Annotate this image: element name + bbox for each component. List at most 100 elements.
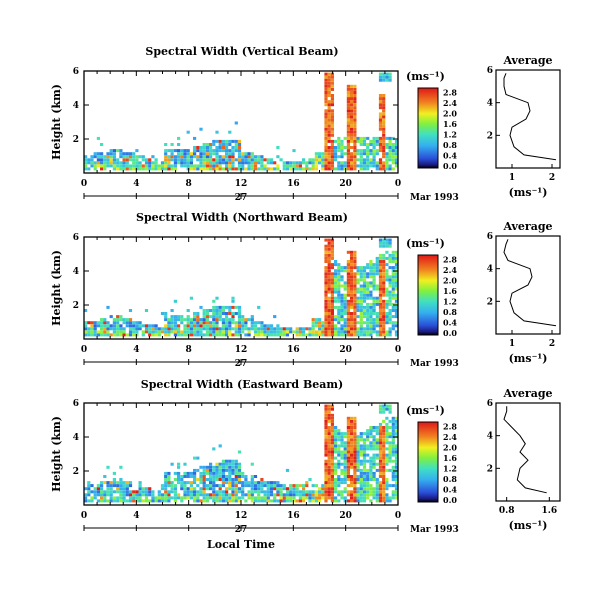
heatmap-cell xyxy=(93,167,97,171)
heatmap-cell xyxy=(350,429,354,433)
heatmap-cell xyxy=(369,321,373,325)
heatmap-cell xyxy=(186,481,190,485)
y-tick-label: 2 xyxy=(73,135,79,145)
heatmap-cell xyxy=(372,161,376,165)
heatmap-cell xyxy=(228,330,232,334)
heatmap-cell xyxy=(135,499,139,503)
heatmap-cell xyxy=(356,444,360,448)
profile-y-tick-label: 4 xyxy=(487,99,493,109)
heatmap-cell xyxy=(321,155,325,159)
heatmap-cell xyxy=(276,490,280,494)
heatmap-cell xyxy=(340,146,344,149)
heatmap-cell xyxy=(311,321,315,325)
heatmap-cell xyxy=(362,459,367,463)
heatmap-cell xyxy=(346,94,350,97)
heatmap-cell xyxy=(183,324,187,328)
heatmap-cell xyxy=(330,438,334,442)
heatmap-cell xyxy=(330,413,334,417)
heatmap-cell xyxy=(327,100,331,104)
heatmap-cell xyxy=(135,149,139,153)
heatmap-cell xyxy=(324,256,328,260)
heatmap-cell xyxy=(253,499,258,503)
heatmap-cell xyxy=(343,293,347,297)
heatmap-cell xyxy=(324,312,328,315)
heatmap-cell xyxy=(157,490,161,494)
heatmap-cell xyxy=(218,143,222,146)
heatmap-cell xyxy=(119,478,123,481)
heatmap-cell xyxy=(116,158,120,162)
heatmap-cell xyxy=(186,487,190,491)
heatmap-cell xyxy=(269,324,274,328)
heatmap-cell xyxy=(359,330,363,334)
heatmap-cell xyxy=(135,327,139,331)
heatmap-cell xyxy=(231,161,235,165)
heatmap-cell xyxy=(391,327,395,331)
heatmap-cell xyxy=(366,493,370,497)
heatmap-cell xyxy=(237,487,242,491)
heatmap-cell xyxy=(366,149,370,153)
heatmap-cell xyxy=(209,475,213,478)
heatmap-cell xyxy=(353,133,357,137)
heatmap-cell xyxy=(186,493,190,497)
heatmap-cell xyxy=(366,143,370,146)
heatmap-cell xyxy=(388,241,392,245)
heatmap-cell xyxy=(346,324,350,328)
colorbar-tick-label: 0.4 xyxy=(443,151,457,161)
heatmap-cell xyxy=(330,468,334,472)
heatmap-cell xyxy=(87,333,91,337)
heatmap-cell xyxy=(327,241,331,245)
chart-title: Spectral Width (Northward Beam) xyxy=(136,211,348,224)
heatmap-cell xyxy=(346,281,350,285)
heatmap-cell xyxy=(231,468,235,472)
heatmap-cell xyxy=(346,312,350,315)
heatmap-cell xyxy=(337,447,341,451)
heatmap-cell xyxy=(138,167,142,171)
heatmap-cell xyxy=(215,130,219,134)
profile-line xyxy=(503,73,557,161)
heatmap-cell xyxy=(164,155,168,159)
heatmap-cell xyxy=(314,321,318,325)
heatmap-cell xyxy=(122,484,126,488)
heatmap-cell xyxy=(253,158,258,162)
heatmap-cell xyxy=(391,459,395,463)
heatmap-cell xyxy=(292,149,296,153)
heatmap-cell xyxy=(263,324,267,328)
heatmap-cell xyxy=(346,278,350,282)
heatmap-cell xyxy=(96,164,100,168)
heatmap-cell xyxy=(334,330,338,334)
heatmap-cell xyxy=(244,155,248,159)
heatmap-cell xyxy=(340,284,344,288)
heatmap-cell xyxy=(353,441,357,445)
heatmap-cell xyxy=(340,496,344,500)
heatmap-cell xyxy=(276,155,280,159)
heatmap-cell xyxy=(330,305,334,309)
heatmap-cell xyxy=(327,487,331,491)
heatmap-cell xyxy=(135,158,139,162)
heatmap-cell xyxy=(180,161,184,165)
heatmap-cell xyxy=(154,333,158,337)
heatmap-cell xyxy=(119,330,123,334)
heatmap-cell xyxy=(247,158,251,162)
heatmap-cell xyxy=(193,330,197,334)
heatmap-cell xyxy=(106,327,110,331)
heatmap-cell xyxy=(366,330,370,334)
heatmap-cell xyxy=(375,312,379,315)
heatmap-cell xyxy=(144,330,149,334)
heatmap-cell xyxy=(369,333,373,337)
heatmap-cell xyxy=(225,305,229,309)
heatmap-cell xyxy=(385,78,389,82)
heatmap-cell xyxy=(385,481,389,485)
heatmap-cell xyxy=(193,481,197,485)
heatmap-cell xyxy=(160,330,165,334)
heatmap-cell xyxy=(276,487,280,491)
heatmap-cell xyxy=(167,161,171,165)
heatmap-cell xyxy=(212,299,216,303)
heatmap-cell xyxy=(241,318,245,322)
heatmap-cell xyxy=(119,327,123,331)
heatmap-cell xyxy=(247,330,251,334)
heatmap-cell xyxy=(353,158,357,162)
heatmap-cell xyxy=(125,487,129,491)
heatmap-cell xyxy=(225,321,229,325)
heatmap-cell xyxy=(324,115,328,119)
heatmap-cell xyxy=(189,161,193,165)
